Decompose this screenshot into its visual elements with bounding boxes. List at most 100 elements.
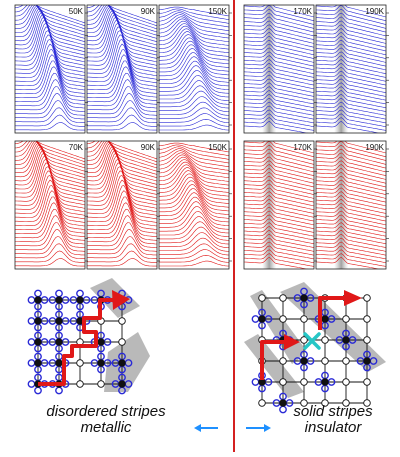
spectrum-curve: [87, 215, 157, 245]
orbital-lobe: [251, 315, 260, 323]
spectrum-curve: [316, 160, 386, 176]
orbital-lobe: [55, 386, 63, 395]
spectrum-curve: [15, 122, 85, 131]
spectrum-curve: [316, 141, 386, 158]
spectrum-curve: [316, 117, 386, 131]
lattice-site: [55, 359, 63, 367]
spectrum-curve: [15, 175, 85, 220]
spectrum-curve: [15, 258, 85, 267]
panel-label-top-right-2: 190K: [365, 7, 384, 16]
spectra-panel-bottom-left-1: [14, 140, 88, 270]
spectrum-curve: [159, 221, 229, 241]
lattice-site: [342, 315, 350, 323]
right-lower-arrowhead: [284, 334, 300, 350]
spectrum-curve: [159, 142, 229, 153]
panel-label-top-left-2: 90K: [141, 7, 156, 16]
spectrum-curve: [244, 187, 314, 203]
spectrum-curve: [159, 243, 229, 256]
orbital-lobe: [27, 317, 36, 325]
spectrum-curve: [87, 79, 157, 109]
left-path-arrowhead: [112, 290, 130, 310]
spectrum-curve: [15, 196, 85, 234]
spectrum-curve: [244, 199, 314, 214]
spectrum-curve: [159, 192, 229, 219]
caption-left: disordered stripes metallic: [22, 404, 190, 436]
lattice-site: [363, 357, 371, 365]
spectrum-curve: [87, 5, 157, 36]
spectrum-curve: [244, 121, 309, 133]
spectra-panel-bottom-left-3: [158, 140, 232, 270]
spectrum-curve: [244, 55, 314, 71]
spectrum-curve: [159, 44, 229, 72]
spectrum-curve: [87, 141, 157, 169]
right-upper-arrowhead: [344, 290, 362, 306]
lattice-site: [118, 359, 126, 367]
spectrum-curve: [244, 105, 314, 120]
spectrum-curve: [87, 114, 157, 127]
spectra-panel-top-left-3: [158, 4, 232, 134]
lattice-site: [300, 315, 308, 323]
spectrum-curve: [15, 166, 85, 213]
left-conduction-path: [38, 298, 116, 386]
spectrum-curve: [244, 214, 314, 229]
spectrum-curve: [316, 156, 386, 173]
spectrum-curve: [15, 5, 85, 33]
lattice-site: [34, 317, 42, 325]
spectrum-curve: [244, 195, 314, 211]
panel-labels: 50K 90K 150K 170K 190K 70K 90K 150K 170K…: [69, 7, 385, 152]
lattice-site: [279, 399, 287, 407]
spectrum-curve: [87, 170, 157, 216]
spectra-panel-bottom-right-1: [243, 140, 317, 270]
spectrum-curve: [15, 34, 85, 80]
spectrum-curve: [316, 20, 386, 37]
lattice-site: [363, 336, 371, 344]
orbital-lobe: [251, 378, 260, 386]
spectrum-curve: [159, 124, 229, 131]
spectrum-curve: [159, 196, 229, 223]
spectrum-curve: [35, 5, 85, 24]
spectrum-curve: [15, 5, 85, 43]
spectrum-curve: [15, 5, 85, 27]
spectrum-curve: [159, 226, 229, 245]
spectrum-curve: [15, 162, 85, 209]
spectrum-curve: [107, 5, 157, 24]
spectrum-curve: [316, 245, 386, 260]
spectrum-curve: [244, 152, 314, 169]
spectrum-curve: [87, 66, 157, 102]
spectrum-curve: [244, 117, 314, 131]
lattice-site: [300, 294, 308, 302]
panel-frame: [14, 4, 86, 134]
right-stripe-band-2: [280, 282, 386, 372]
spectrum-curve: [87, 49, 157, 91]
spectrum-curve: [316, 237, 386, 252]
spectra-panel-top-right-2: [315, 4, 389, 134]
lattice-site: [342, 357, 350, 365]
lattice-site: [97, 380, 105, 388]
orbital-lobe: [27, 359, 36, 367]
spectrum-curve: [159, 188, 229, 215]
spectrum-curve: [244, 245, 314, 260]
lattice-site: [321, 336, 329, 344]
spectrum-curve: [159, 159, 229, 182]
spectrum-curve: [316, 5, 386, 18]
spectrum-curve: [15, 54, 85, 94]
spectrum-curve: [316, 47, 386, 63]
spectrum-curve: [244, 237, 314, 252]
spectrum-curve: [15, 86, 85, 112]
spectrum-curve: [159, 260, 229, 267]
spectrum-curve: [159, 107, 229, 120]
lattice-site: [55, 296, 63, 304]
panel-label-top-left-3: 150K: [208, 7, 227, 16]
spectrum-curve: [244, 32, 314, 48]
spectrum-curve: [316, 148, 386, 165]
spectrum-curve: [316, 241, 386, 256]
spectrum-curve: [159, 37, 229, 65]
spectrum-curve: [87, 26, 157, 73]
spectrum-curve: [159, 237, 229, 252]
left-stripe-shading-bottom: [104, 332, 150, 392]
spectrum-curve: [316, 8, 386, 25]
right-blue-arrow: [246, 424, 271, 432]
spectrum-curve: [316, 113, 386, 127]
spectrum-curve: [244, 43, 314, 59]
spectrum-curve: [15, 190, 85, 230]
